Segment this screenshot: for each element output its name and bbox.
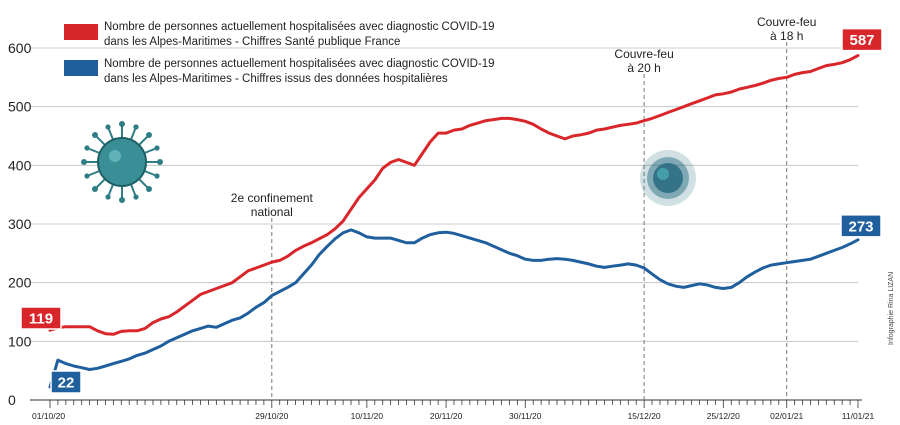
annotation-label: à 18 h [770, 29, 803, 43]
annotation-label: Couvre-feu [757, 15, 816, 29]
x-axis: 01/10/20 29/10/20 10/11/20 20/11/20 30/11/20… [30, 399, 875, 421]
legend-label-blue-line2: dans les Alpes-Maritimes - Chiffres issu… [104, 73, 448, 85]
x-tick-label: 20/11/20 [430, 411, 463, 421]
red-end-value-badge-box [841, 27, 883, 52]
series-line-blue [48, 228, 860, 389]
value-badges: 119 587 22 273 [20, 27, 883, 394]
series-line-red [48, 54, 860, 336]
gridlines [30, 47, 858, 342]
red-start-value-badge: 119 [29, 311, 53, 328]
blue-end-value-badge-box [840, 214, 882, 238]
x-tick-label: 25/12/20 [707, 411, 740, 421]
blurred-virus-icon [640, 150, 696, 206]
credit-text: Infographie Rina LIZAN [888, 272, 895, 345]
legend-label-red-line1: Nombre de personnes actuellement hospita… [104, 21, 495, 33]
red-start-value-badge-box [20, 306, 62, 330]
annotation-label: 2e confinement [231, 191, 314, 205]
blue-start-value-badge: 22 [58, 375, 75, 392]
legend-swatch-red [64, 24, 98, 40]
legend-swatch-blue [64, 60, 98, 76]
y-axis: 0 100 200 300 400 500 600 [8, 40, 32, 408]
x-tick-label: 01/10/20 [32, 411, 65, 421]
x-tick-label: 29/10/20 [255, 411, 288, 421]
red-end-value-badge: 587 [849, 32, 874, 49]
legend-label-blue-line1: Nombre de personnes actuellement hospita… [104, 58, 495, 70]
x-tick-label: 15/12/20 [628, 411, 661, 421]
y-tick-label-200: 200 [8, 275, 32, 291]
x-tick-label: 10/11/20 [351, 411, 384, 421]
legend-label-red-line2: dans les Alpes-Maritimes - Chiffres Sant… [104, 36, 400, 48]
annotation-label: à 20 h [627, 61, 660, 75]
y-tick-label-0: 0 [8, 392, 16, 408]
y-tick-label-100: 100 [8, 333, 32, 349]
y-tick-label-600: 600 [8, 40, 32, 56]
legend: Nombre de personnes actuellement hospita… [64, 21, 495, 85]
x-tick-label: 11/01/21 [842, 411, 875, 421]
y-tick-label-400: 400 [8, 157, 32, 173]
annotation-label: Couvre-feu [614, 47, 673, 61]
blue-start-value-badge-box [50, 370, 82, 394]
x-tick-label: 30/11/20 [509, 411, 542, 421]
virus-icon [81, 121, 163, 203]
x-tick-label: 02/01/21 [770, 411, 803, 421]
y-tick-label-300: 300 [8, 216, 32, 232]
y-tick-label-500: 500 [8, 99, 32, 115]
blue-end-value-badge: 273 [848, 218, 873, 235]
annotation-label: national [251, 205, 293, 219]
series-lines [48, 54, 860, 389]
